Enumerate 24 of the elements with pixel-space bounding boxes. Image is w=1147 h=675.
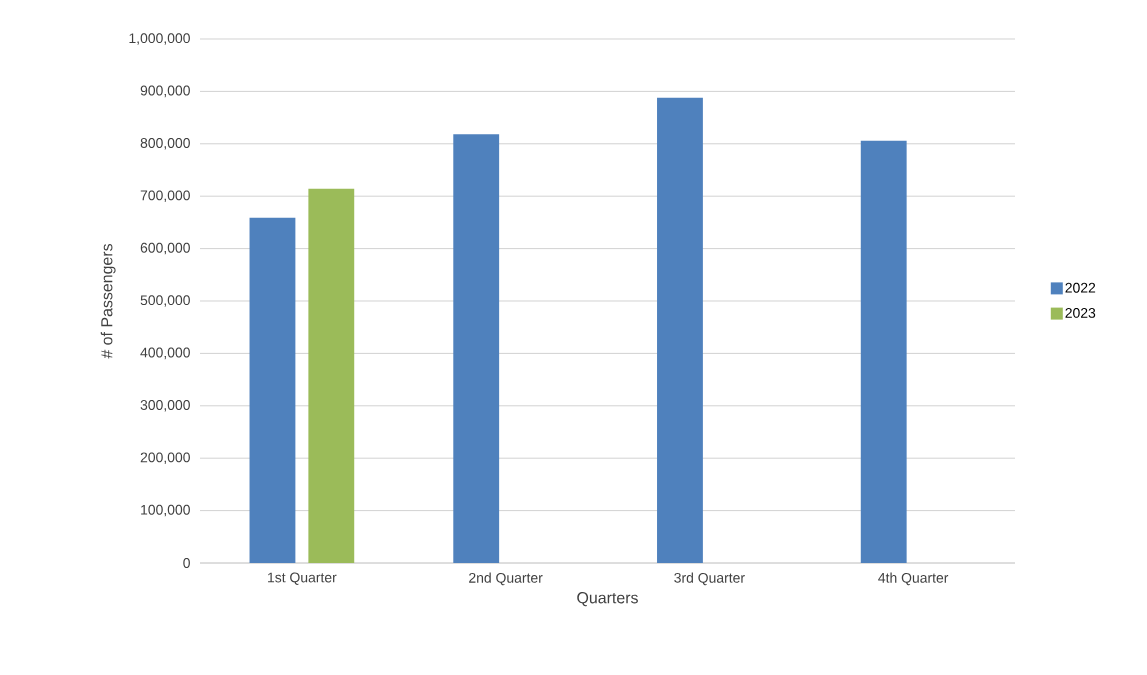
y-tick-label: 700,000 <box>140 190 190 202</box>
y-tick-label: 100,000 <box>141 504 190 517</box>
y-axis-title: # of Passengers <box>100 244 116 359</box>
x-tick-label: 1st Quarter <box>268 572 337 585</box>
y-tick-label: 1,000,000 <box>129 33 190 45</box>
x-tick-label: 3rd Quarter <box>674 572 745 586</box>
y-tick-label: 0 <box>183 558 190 568</box>
y-tick-label: 900,000 <box>140 85 190 98</box>
bar <box>860 140 907 563</box>
y-tick-label: 200,000 <box>140 452 190 464</box>
x-axis-title: Quarters <box>577 592 638 607</box>
bar <box>249 217 296 563</box>
x-tick-label: 2nd Quarter <box>469 572 543 586</box>
y-tick-label: 400,000 <box>140 347 190 360</box>
y-tick-label: 600,000 <box>140 242 190 255</box>
bar <box>453 134 500 563</box>
y-tick-label: 500,000 <box>140 295 190 307</box>
legend-label: 2023 <box>1065 307 1096 318</box>
bar <box>308 188 355 563</box>
x-tick-label: 4th Quarter <box>878 572 949 586</box>
y-tick-label: 300,000 <box>140 400 190 412</box>
y-tick-label: 800,000 <box>140 138 190 150</box>
bar <box>657 97 703 563</box>
legend-label: 2022 <box>1065 282 1096 293</box>
